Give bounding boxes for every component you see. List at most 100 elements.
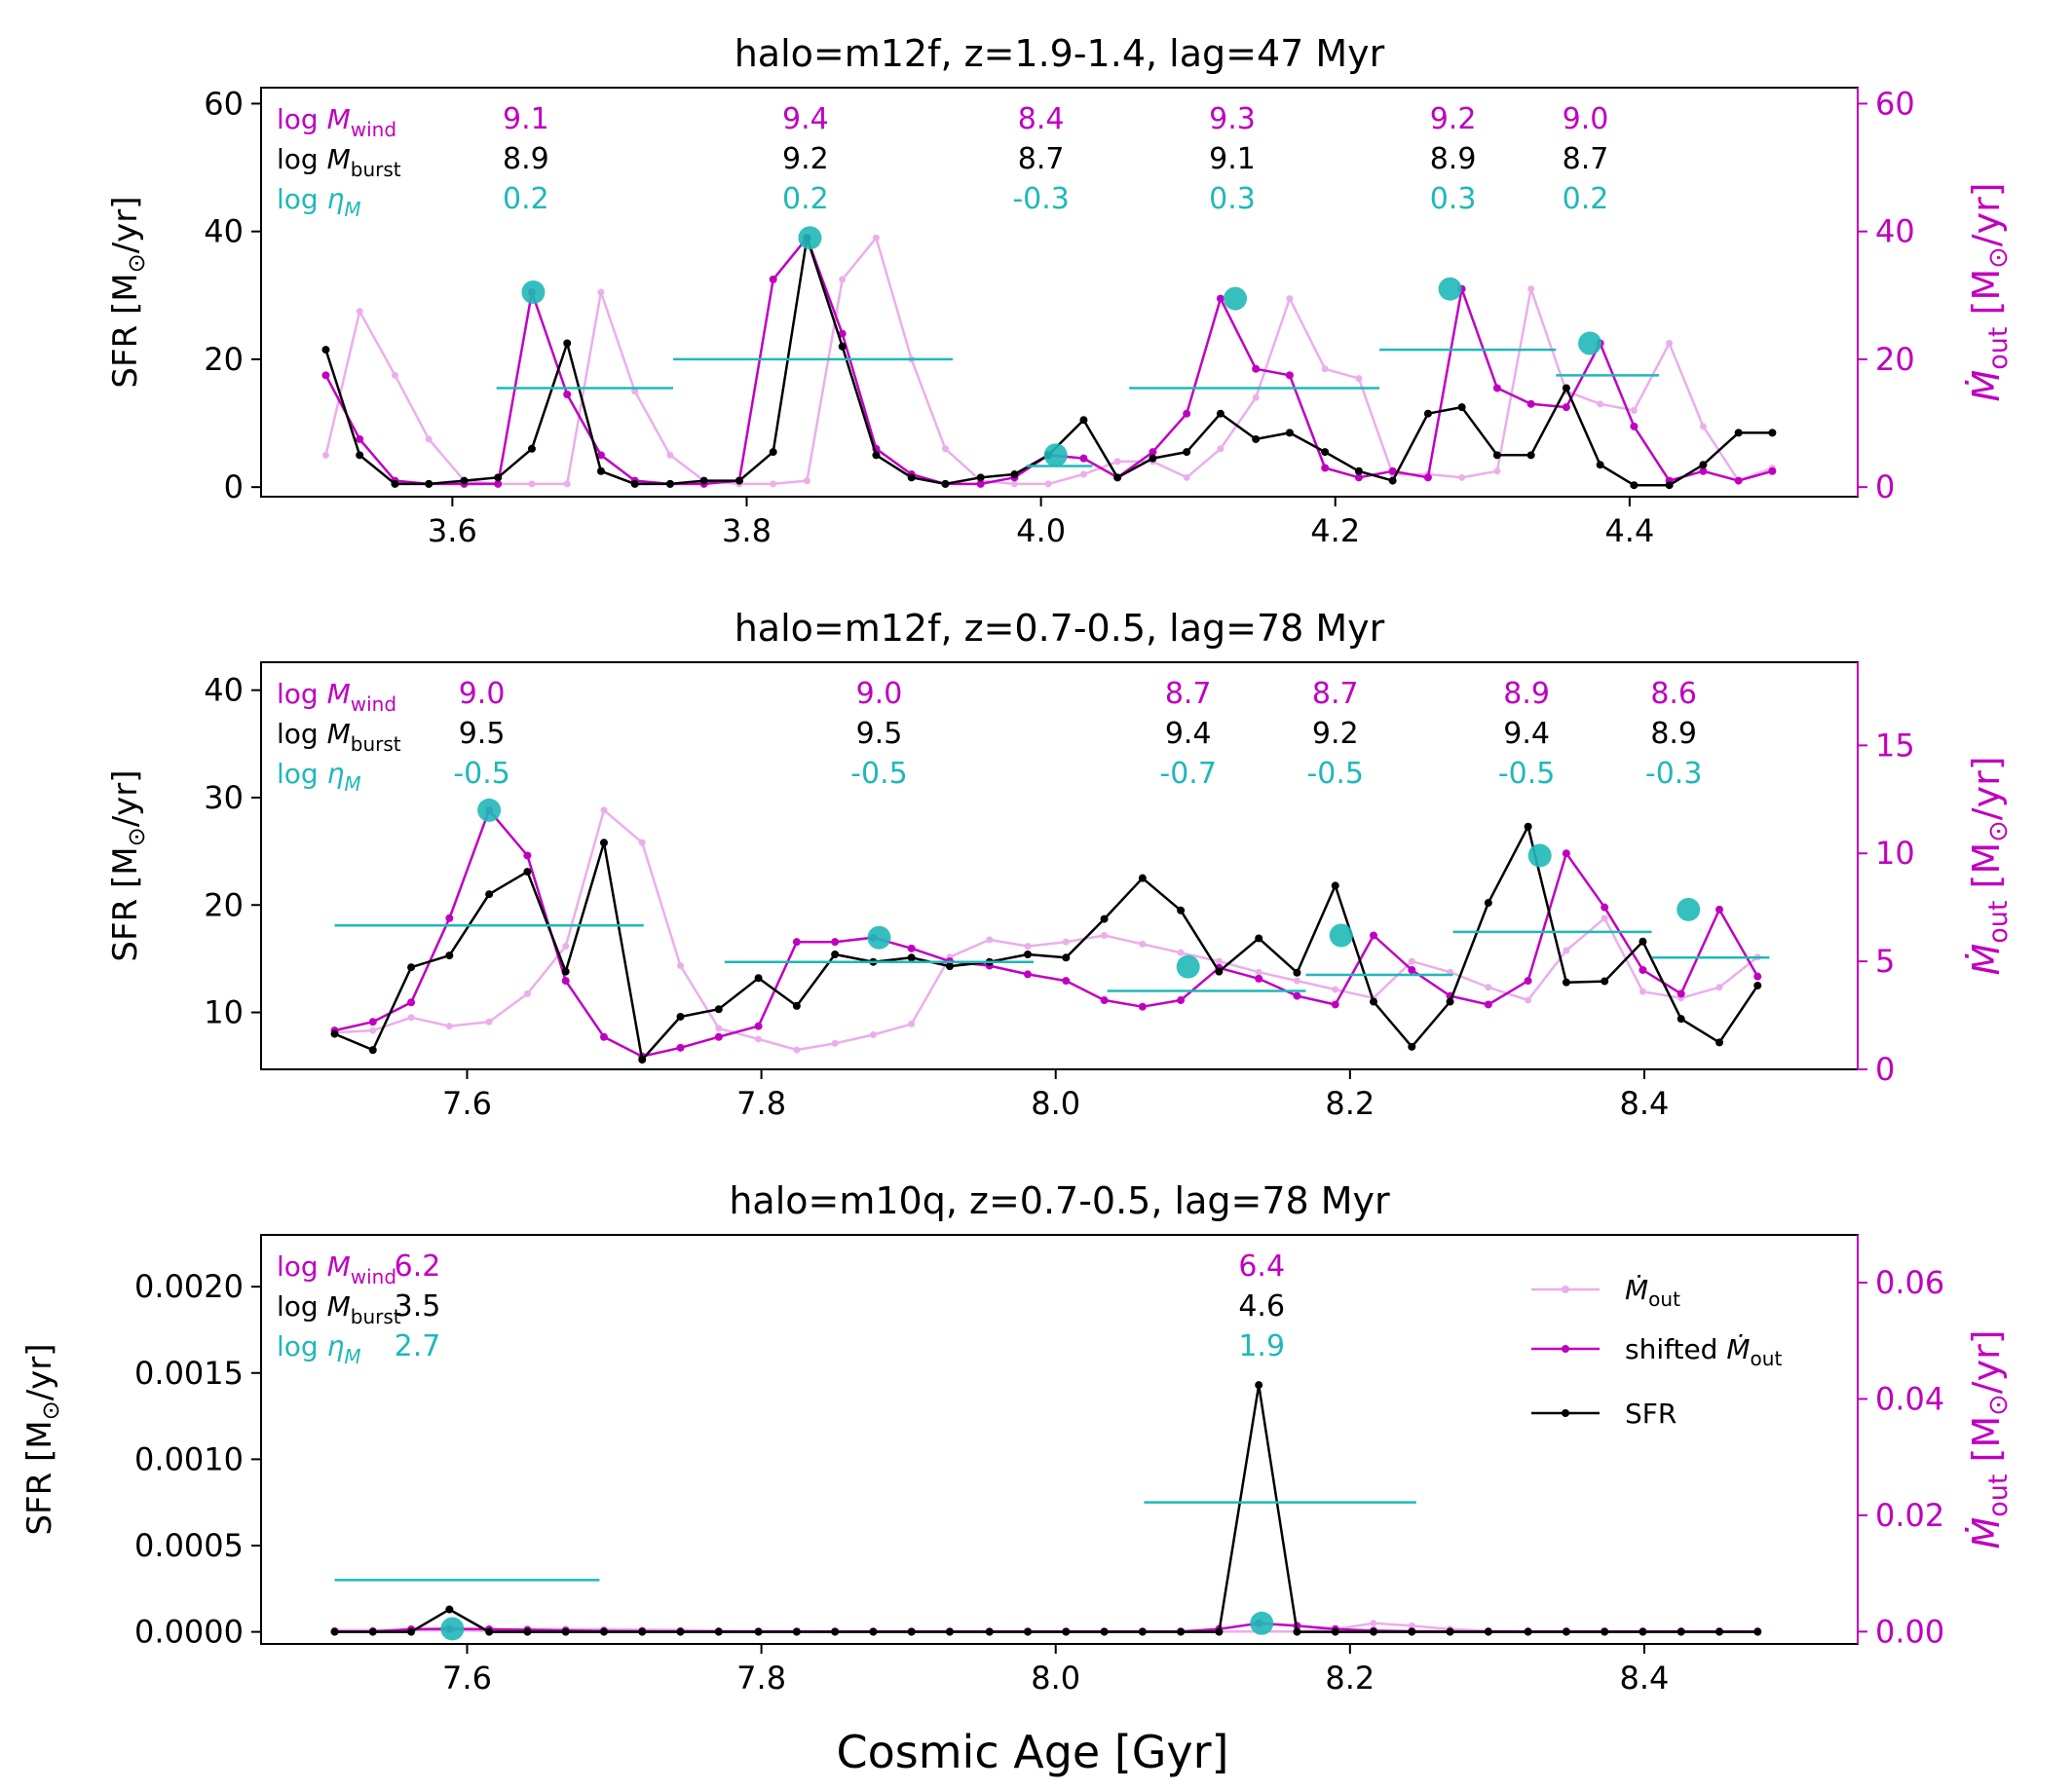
series-line-raw bbox=[334, 808, 1759, 1052]
data-point-shifted bbox=[596, 451, 605, 460]
annotation-eta: -0.5 bbox=[850, 757, 908, 791]
y-tick-label: 0 bbox=[224, 468, 244, 505]
data-point-sfr bbox=[1753, 981, 1762, 989]
data-point-shifted bbox=[1484, 1000, 1492, 1009]
annotation-eta: -0.5 bbox=[1306, 757, 1364, 791]
data-point-sfr bbox=[907, 953, 916, 962]
data-point-raw bbox=[986, 936, 994, 944]
data-point-sfr bbox=[1768, 429, 1777, 437]
data-point-shifted bbox=[1024, 970, 1033, 979]
data-point-sfr bbox=[1715, 1038, 1724, 1047]
data-point-raw bbox=[1321, 365, 1329, 373]
data-point-raw bbox=[666, 451, 674, 459]
data-point-sfr bbox=[754, 974, 763, 983]
data-point-shifted bbox=[1601, 903, 1609, 912]
peak-marker bbox=[440, 1617, 465, 1641]
data-point-shifted bbox=[1293, 991, 1301, 1000]
series-shifted bbox=[330, 805, 1762, 1061]
annotation-burst: 3.5 bbox=[395, 1289, 441, 1324]
data-point-sfr bbox=[1255, 1381, 1263, 1390]
annotation-eta: 0.3 bbox=[1430, 182, 1477, 216]
annotation-burst: 8.7 bbox=[1018, 142, 1065, 176]
data-point-shifted bbox=[831, 938, 840, 947]
data-point-sfr bbox=[630, 479, 639, 488]
y-tick-label: 60 bbox=[204, 85, 244, 122]
data-point-sfr bbox=[494, 473, 503, 482]
data-point-raw bbox=[1666, 340, 1674, 347]
data-point-shifted bbox=[1062, 977, 1071, 986]
data-point-shifted bbox=[321, 371, 330, 380]
annotation-wind: 6.4 bbox=[1238, 1250, 1285, 1284]
data-point-raw bbox=[1527, 285, 1535, 293]
data-point-sfr bbox=[596, 466, 605, 475]
data-point-raw bbox=[1408, 1622, 1415, 1629]
data-point-shifted bbox=[599, 1032, 608, 1041]
data-point-sfr bbox=[599, 1627, 608, 1636]
data-point-sfr bbox=[1601, 1627, 1609, 1636]
data-point-sfr bbox=[1446, 997, 1454, 1006]
y2-tick-label: 10 bbox=[1875, 835, 1915, 872]
annotation-eta: 0.2 bbox=[782, 182, 829, 216]
data-point-shifted bbox=[1715, 905, 1724, 914]
data-point-sfr bbox=[1715, 1627, 1724, 1636]
data-point-sfr bbox=[1215, 967, 1224, 976]
data-point-raw bbox=[1010, 480, 1018, 488]
data-point-sfr bbox=[1215, 1627, 1224, 1636]
data-point-sfr bbox=[872, 451, 881, 460]
data-point-sfr bbox=[1639, 1627, 1647, 1636]
data-point-raw bbox=[523, 989, 531, 997]
legend-marker bbox=[1562, 1409, 1569, 1417]
data-point-sfr bbox=[1446, 1627, 1454, 1636]
data-point-raw bbox=[803, 477, 810, 485]
data-point-sfr bbox=[1484, 1627, 1492, 1636]
data-point-raw bbox=[1493, 467, 1501, 475]
data-point-sfr bbox=[831, 1627, 840, 1636]
data-point-shifted bbox=[838, 329, 847, 338]
data-point-shifted bbox=[1423, 473, 1432, 482]
annotation-wind: 9.0 bbox=[1563, 102, 1609, 136]
annotation-eta: -0.5 bbox=[1498, 757, 1556, 791]
data-point-shifted bbox=[754, 1022, 763, 1030]
data-point-sfr bbox=[714, 1005, 723, 1014]
data-point-shifted bbox=[714, 1032, 723, 1041]
annotation-burst: 8.9 bbox=[1650, 717, 1697, 751]
panel-title: halo=m12f, z=0.7-0.5, lag=78 Myr bbox=[735, 607, 1385, 650]
data-point-sfr bbox=[638, 1056, 647, 1064]
data-point-raw bbox=[1079, 470, 1087, 478]
data-point-sfr bbox=[1321, 448, 1330, 457]
peak-marker bbox=[1224, 286, 1248, 311]
data-point-sfr bbox=[485, 1627, 494, 1636]
annotation-wind: 6.2 bbox=[395, 1250, 441, 1284]
data-point-shifted bbox=[1285, 371, 1294, 380]
data-point-shifted bbox=[1138, 1002, 1147, 1011]
data-point-raw bbox=[1630, 406, 1638, 414]
peak-marker bbox=[1438, 277, 1462, 301]
data-point-raw bbox=[1563, 947, 1570, 954]
y-tick-label: 30 bbox=[204, 779, 244, 816]
y-tick-label: 0.0005 bbox=[134, 1527, 244, 1564]
y-axis-label: SFR [M⊙/yr] bbox=[20, 1343, 64, 1535]
data-point-shifted bbox=[1321, 464, 1330, 472]
data-point-sfr bbox=[1676, 1627, 1685, 1636]
data-point-shifted bbox=[1216, 294, 1224, 303]
data-point-raw bbox=[356, 308, 363, 316]
data-point-sfr bbox=[1526, 451, 1535, 460]
panel-title: halo=m10q, z=0.7-0.5, lag=78 Myr bbox=[729, 1179, 1390, 1222]
data-point-sfr bbox=[1753, 1627, 1762, 1636]
data-point-raw bbox=[793, 1046, 801, 1054]
data-point-raw bbox=[1408, 957, 1415, 965]
annotation-eta: -0.7 bbox=[1159, 757, 1217, 791]
data-point-raw bbox=[677, 962, 685, 970]
data-point-sfr bbox=[1138, 1627, 1147, 1636]
data-point-shifted bbox=[1183, 409, 1191, 418]
annotation-eta: -0.3 bbox=[1645, 757, 1703, 791]
data-point-sfr bbox=[1255, 934, 1263, 943]
x-tick-label: 4.2 bbox=[1310, 512, 1360, 549]
annotation-eta: 1.9 bbox=[1238, 1329, 1285, 1363]
y2-tick-label: 0.06 bbox=[1875, 1264, 1944, 1301]
annotation-burst: 8.7 bbox=[1563, 142, 1609, 176]
data-point-raw bbox=[1458, 473, 1466, 481]
data-point-sfr bbox=[1665, 481, 1674, 490]
annotation-wind: 9.0 bbox=[459, 677, 506, 711]
data-point-sfr bbox=[561, 1627, 570, 1636]
